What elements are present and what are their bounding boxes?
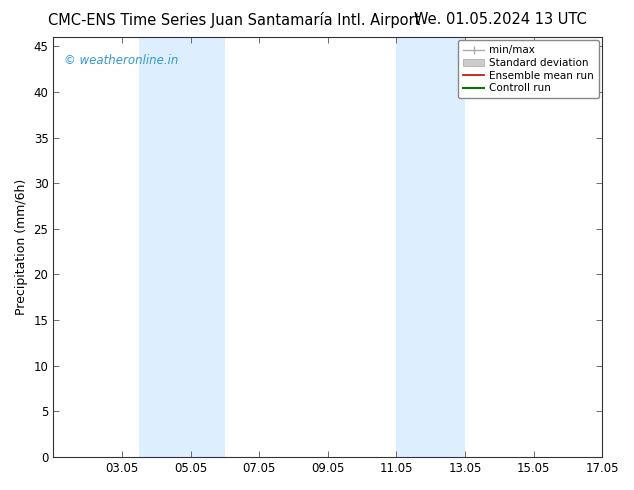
Y-axis label: Precipitation (mm/6h): Precipitation (mm/6h)	[15, 179, 28, 315]
Text: CMC-ENS Time Series Juan Santamaría Intl. Airport: CMC-ENS Time Series Juan Santamaría Intl…	[48, 12, 421, 28]
Bar	[430, 37, 465, 457]
Bar	[396, 37, 430, 457]
Bar	[139, 37, 191, 457]
Bar	[191, 37, 225, 457]
Legend: min/max, Standard deviation, Ensemble mean run, Controll run: min/max, Standard deviation, Ensemble me…	[458, 40, 599, 98]
Text: © weatheronline.in: © weatheronline.in	[64, 54, 179, 67]
Text: We. 01.05.2024 13 UTC: We. 01.05.2024 13 UTC	[415, 12, 587, 27]
